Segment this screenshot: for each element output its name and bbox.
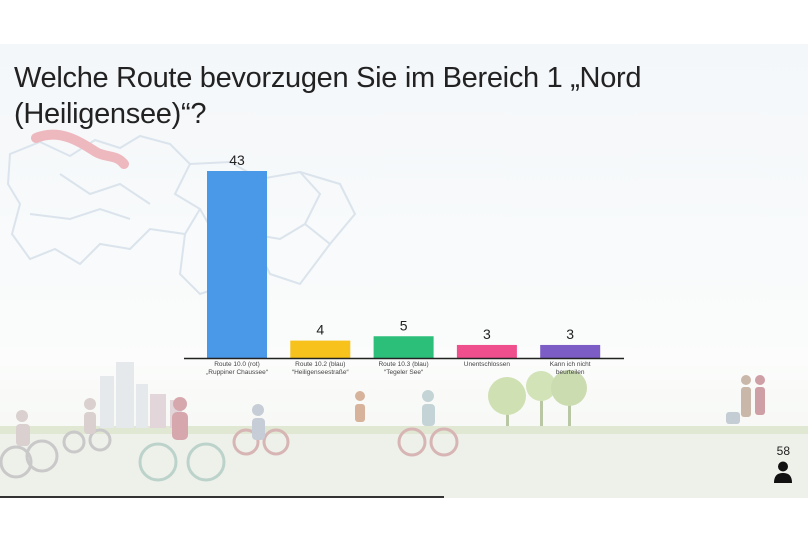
category-label: Route 10.0 (rot) „Ruppiner Chaussee“ — [206, 361, 268, 376]
category-label: Route 10.2 (blau) “Heiligenseestraße“ — [292, 361, 349, 376]
category-label: Route 10.3 (blau) “Tegeler See“ — [378, 361, 428, 376]
category-label: Unentschlossen — [464, 361, 511, 368]
data-label: 4 — [316, 322, 324, 338]
page-title: Welche Route bevorzugen Sie im Bereich 1… — [14, 62, 642, 130]
slide-background — [0, 44, 808, 498]
data-label: 3 — [483, 326, 491, 342]
data-label: 43 — [229, 152, 245, 168]
participant-count: 58 — [776, 444, 790, 458]
bar-5 — [540, 344, 601, 358]
bar-2 — [290, 340, 351, 358]
city-map-illustration — [6, 129, 357, 296]
bar-1 — [207, 171, 267, 358]
category-label: Kann ich nicht beurteilen — [550, 361, 591, 376]
street-scene-illustration — [0, 362, 808, 498]
footer-divider — [0, 496, 444, 498]
route-highlight — [31, 129, 129, 169]
bar-3 — [373, 336, 434, 358]
data-label: 3 — [566, 326, 574, 342]
person-icon — [774, 461, 792, 483]
data-label: 5 — [400, 317, 408, 333]
bar-4 — [456, 344, 517, 358]
